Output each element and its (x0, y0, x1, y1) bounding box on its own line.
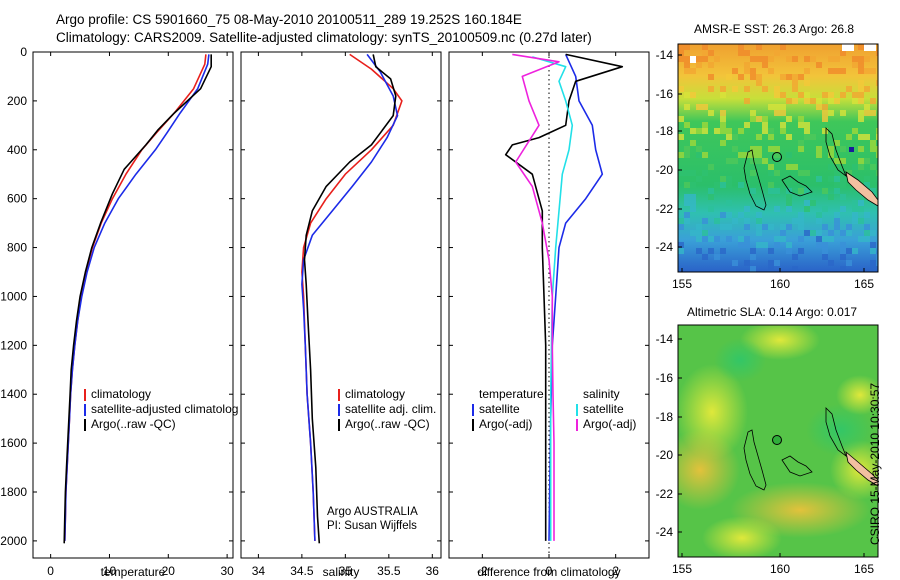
legend-label: Argo(..raw -QC) (345, 417, 430, 431)
x-tick-label: 35 (339, 564, 353, 578)
lat-tick-label: -20 (656, 163, 674, 177)
new-caledonia-land (845, 450, 878, 487)
reef-outline (781, 175, 813, 197)
sla-map-title: Altimetric SLA: 0.14 Argo: 0.017 (687, 305, 858, 319)
x-tick-label: 36 (426, 564, 440, 578)
x-tick-label: 10 (103, 564, 117, 578)
lat-tick-label: -16 (656, 87, 674, 101)
argo-float-marker (772, 152, 782, 162)
y-tick-label: 1000 (0, 289, 27, 303)
series-line (301, 53, 399, 541)
y-tick-label: 2000 (0, 534, 27, 548)
legend-label: satellite-adjusted climatolog (91, 402, 238, 416)
reef-outline (825, 407, 847, 458)
lon-tick-label: 155 (672, 277, 692, 291)
plot-area (448, 51, 650, 559)
panel-annotation: PI: Susan Wijffels (327, 520, 417, 532)
sst-coastlines (743, 127, 878, 211)
sst-map-title: AMSR-E SST: 26.3 Argo: 26.8 (694, 22, 855, 36)
legend-label: Argo(-adj) (479, 417, 532, 431)
x-axis-label: temperature (101, 565, 166, 579)
new-caledonia-land (845, 171, 878, 207)
lat-tick-label: -22 (656, 202, 674, 216)
lat-tick-label: -24 (656, 525, 674, 539)
lon-tick-label: 165 (854, 277, 874, 291)
legend-label: Argo(..raw -QC) (91, 417, 176, 431)
reef-outline (743, 149, 767, 211)
x-tick-label: 34 (252, 564, 266, 578)
x-tick-label: -2 (477, 564, 488, 578)
figure-title-line-2: Climatology: CARS2009. Satellite-adjuste… (56, 30, 592, 45)
lat-tick-label: -14 (656, 332, 674, 346)
legend-label: climatology (345, 387, 405, 401)
profile-panel-1: 0 10 20 30 temperature 0 200 400 600 800 1000 1200 1… (0, 45, 238, 579)
series-line (512, 53, 560, 541)
lat-tick-label: -24 (656, 240, 674, 254)
sla-field (678, 325, 878, 557)
series-line (63, 54, 212, 544)
lon-tick-label: 160 (770, 562, 790, 576)
lat-tick-label: -22 (656, 487, 674, 501)
y-tick-label: 1400 (0, 387, 27, 401)
x-axis-label: difference from climatology (477, 565, 620, 579)
x-tick-label: 20 (162, 564, 176, 578)
sst-pixel-noise (678, 44, 878, 272)
sst-map (677, 43, 879, 273)
x-tick-label: 35.5 (377, 564, 401, 578)
y-tick-label: 200 (7, 94, 27, 108)
lon-tick-label: 160 (770, 277, 790, 291)
reef-outline (743, 429, 767, 491)
panel-annotation: Argo AUSTRALIA (327, 506, 418, 518)
x-tick-label: 0 (546, 564, 553, 578)
series-line (504, 53, 624, 541)
legend-label: Argo(-adj) (583, 417, 636, 431)
x-tick-label: 34.5 (290, 564, 314, 578)
x-tick-label: 2 (612, 564, 619, 578)
lat-tick-label: -18 (656, 410, 674, 424)
lat-tick-label: -20 (656, 448, 674, 462)
plot-area (240, 51, 442, 559)
reef-outline (825, 127, 847, 178)
legend-group-title: temperature (479, 387, 544, 401)
y-tick-label: 800 (7, 241, 27, 255)
figure-title-line-1: Argo profile: CS 5901660_75 08-May-2010 … (56, 12, 522, 27)
y-tick-label: 1200 (0, 338, 27, 352)
legend-group-title: salinity (583, 387, 620, 401)
legend-label: satellite (479, 402, 520, 416)
y-tick-label: 600 (7, 192, 27, 206)
y-tick-label: 1600 (0, 436, 27, 450)
lon-tick-label: 165 (854, 562, 874, 576)
credit-timestamp: CSIRO 15-May-2010 10:30:57 (868, 382, 882, 545)
legend-label: climatology (91, 387, 151, 401)
y-tick-label: 0 (20, 45, 27, 59)
legend-label: satellite adj. clim. (345, 402, 436, 416)
argo-float-marker (772, 435, 782, 445)
map-axes: -14 -16 -18 -20 -22 -24 155 160 165 -14 -16 -18 -20 -… (656, 48, 875, 576)
x-axis-label: salinity (323, 565, 360, 579)
profile-panel-2: 34 34.5 35 35.5 36 salinity climatologysatelli… (240, 51, 442, 579)
series-line (303, 54, 397, 544)
lon-tick-label: 155 (672, 562, 692, 576)
lat-tick-label: -16 (656, 371, 674, 385)
y-tick-label: 1800 (0, 485, 27, 499)
plot-area (32, 51, 234, 559)
x-tick-label: 30 (220, 564, 234, 578)
reef-outline (781, 455, 813, 477)
lat-tick-label: -18 (656, 124, 674, 138)
legend-label: satellite (583, 402, 624, 416)
y-tick-label: 400 (7, 143, 27, 157)
x-tick-label: 0 (47, 564, 54, 578)
sla-map (677, 324, 879, 558)
lat-tick-label: -14 (656, 48, 674, 62)
